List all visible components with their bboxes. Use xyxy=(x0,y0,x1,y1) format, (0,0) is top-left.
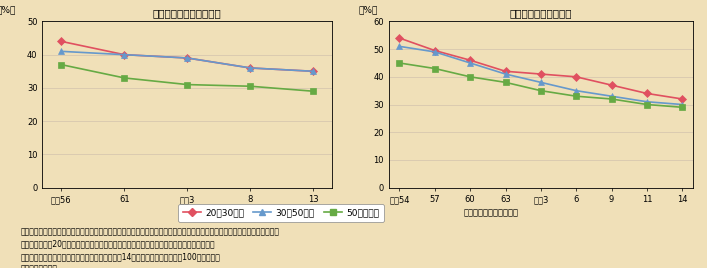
Text: （注）１　三大都市圏（東京都、埼玉県、千葉県、神奈川県、愛知県、京都府、大阪府、兵庫県、奈良県）以外の地域におけ
　　　　る人口20万人以上の都市（政令指定都市: （注）１ 三大都市圏（東京都、埼玉県、千葉県、神奈川県、愛知県、京都府、大阪府、… xyxy=(21,227,280,268)
Text: （%）: （%） xyxy=(358,6,378,15)
Title: 販売額の推移（平均）: 販売額の推移（平均） xyxy=(510,8,572,18)
Title: 従業者数の推移（平均）: 従業者数の推移（平均） xyxy=(153,8,222,18)
Text: （%）: （%） xyxy=(0,6,16,15)
Legend: 20～30万人, 30～50万人, 50万人以上: 20～30万人, 30～50万人, 50万人以上 xyxy=(178,204,384,222)
Text: （市全体に対する割合）: （市全体に対する割合） xyxy=(464,209,519,218)
